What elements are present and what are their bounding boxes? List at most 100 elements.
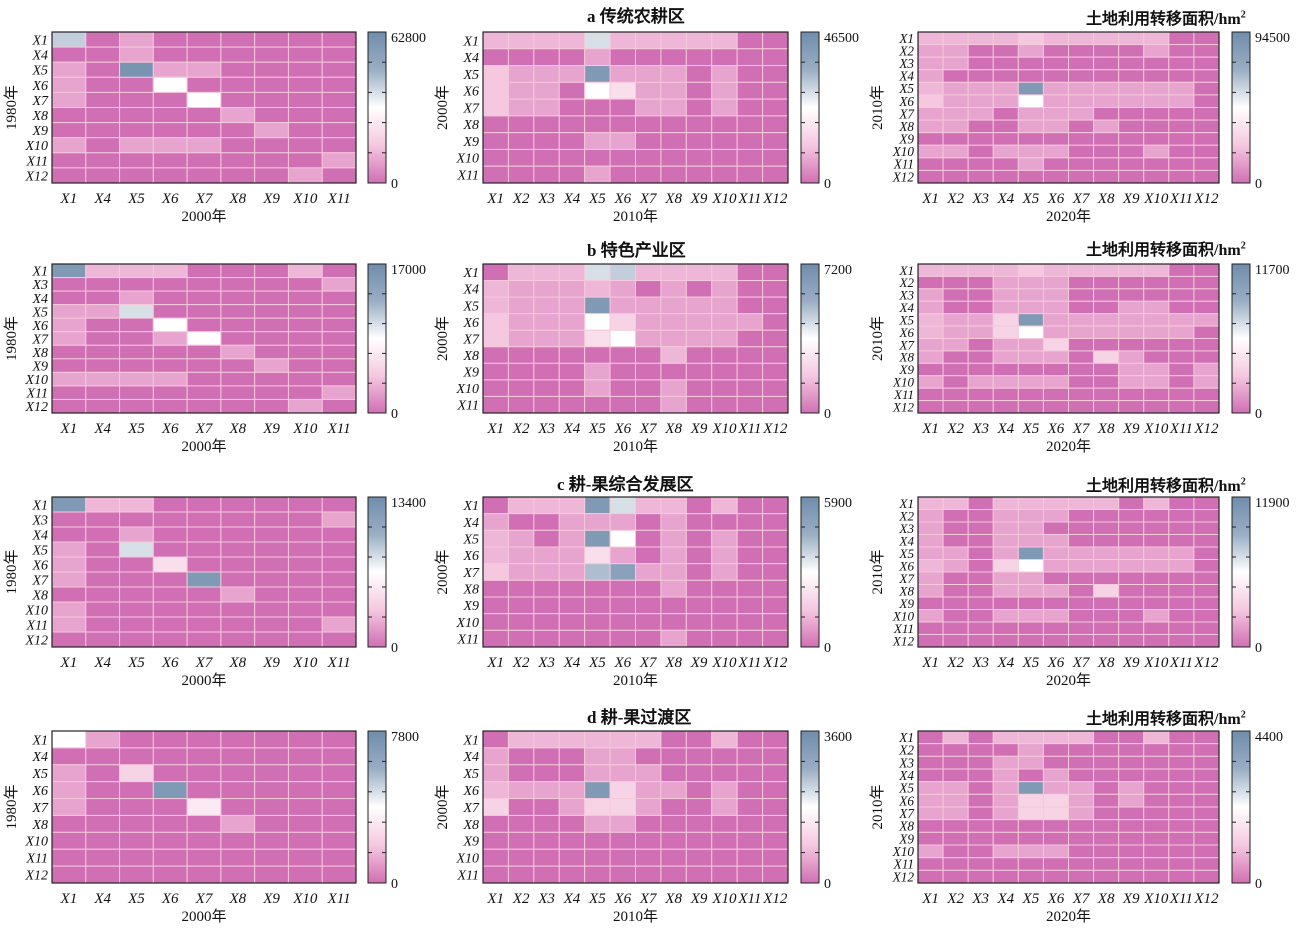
heatmap-cell: [558, 81, 586, 100]
heatmap-cell: [507, 48, 535, 67]
y-tick-label: X4: [899, 300, 915, 315]
colorbar-min-label: 0: [391, 877, 398, 892]
heatmap-cell: [186, 61, 222, 78]
heatmap-cell: [1093, 609, 1120, 623]
heatmap-cell: [1017, 857, 1044, 871]
heatmap-cell: [321, 831, 357, 850]
heatmap-cell: [220, 137, 256, 154]
heatmap-cell: [609, 798, 637, 816]
heatmap-cell: [992, 793, 1019, 808]
heatmap-cell: [992, 157, 1019, 171]
heatmap-cell: [254, 848, 289, 867]
heatmap-cell: [917, 362, 944, 377]
heatmap-cell: [254, 586, 289, 603]
heatmap-cell: [482, 814, 509, 833]
heatmap-cell: [660, 296, 687, 315]
y-tick-label: X2: [899, 275, 915, 290]
heatmap-cell: [1017, 375, 1044, 389]
heatmap-cell: [762, 313, 789, 331]
heatmap-cell: [1193, 559, 1220, 573]
heatmap-cell: [321, 814, 357, 833]
y-tick-label: X6: [899, 325, 915, 340]
heatmap-cell: [1168, 509, 1195, 523]
heatmap-cell: [1118, 559, 1145, 573]
x-tick-label: X9: [690, 421, 708, 437]
heatmap-cell: [321, 31, 357, 48]
heatmap-cell: [917, 609, 944, 623]
heatmap-cell: [1118, 69, 1145, 83]
heatmap-cell: [1143, 609, 1170, 623]
x-tick-label: X7: [639, 191, 658, 207]
heatmap-cell: [917, 338, 944, 352]
heatmap-cell: [186, 31, 222, 48]
heatmap-cell: [917, 781, 944, 795]
heatmap-cell: [1118, 743, 1145, 757]
heatmap-cell: [685, 346, 713, 364]
heatmap-cell: [1042, 300, 1070, 315]
heatmap-cell: [507, 579, 535, 598]
heatmap-cell: [635, 848, 662, 867]
heatmap-cell: [584, 395, 611, 414]
heatmap-cell: [533, 764, 560, 783]
heatmap-cell: [1168, 781, 1195, 795]
heatmap-cell: [51, 526, 87, 543]
heatmap-cell: [254, 798, 289, 816]
heatmap-cell: [119, 631, 154, 648]
heatmap-cell: [1093, 313, 1120, 327]
heatmap-cell: [1042, 157, 1070, 171]
heatmap-cell: [1042, 263, 1070, 277]
y-tick-label: X1: [462, 266, 479, 281]
heatmap-cell: [685, 81, 713, 100]
heatmap-cell: [152, 798, 188, 816]
heatmap-cell: [685, 730, 713, 749]
heatmap-cell: [482, 65, 509, 83]
heatmap-cell: [762, 132, 789, 150]
heatmap-cell: [1042, 857, 1070, 871]
heatmap-cell: [1068, 781, 1095, 795]
heatmap-cell: [967, 596, 994, 610]
heatmap-cell: [1093, 56, 1120, 71]
heatmap-cell: [736, 629, 764, 648]
heatmap-cell: [321, 371, 357, 387]
y-tick-label: X5: [31, 767, 48, 782]
heatmap-cell: [287, 398, 323, 414]
heatmap-cell: [1118, 325, 1145, 339]
heatmap-cell: [942, 793, 969, 808]
heatmap-cell: [186, 831, 222, 850]
heatmap-cell: [1068, 634, 1095, 648]
heatmap-cell: [635, 313, 662, 331]
heatmap-cell: [660, 496, 687, 515]
y-tick-label: X11: [25, 387, 48, 402]
heatmap-cell: [1093, 634, 1120, 648]
heatmap-cell: [152, 848, 188, 867]
heatmap-cell: [762, 165, 789, 184]
y-tick-label: X9: [462, 366, 479, 381]
heatmap-cell: [482, 48, 509, 67]
y-tick-label: X9: [462, 135, 479, 150]
heatmap-cell: [1143, 169, 1170, 184]
heatmap-cell: [119, 601, 154, 618]
heatmap-cell: [967, 806, 994, 821]
heatmap-cell: [711, 764, 738, 783]
heatmap-cell: [254, 781, 289, 800]
heatmap-cell: [85, 304, 121, 319]
heatmap-cell: [917, 94, 944, 108]
heatmap-cell: [1168, 288, 1195, 302]
heatmap-cell: [967, 521, 994, 535]
heatmap-cell: [736, 747, 764, 766]
heatmap-cell: [254, 631, 289, 648]
x-tick-label: X5: [588, 421, 606, 437]
y-tick-label: X5: [31, 543, 48, 558]
heatmap-cell: [942, 300, 969, 315]
colorbar-max-label: 62800: [391, 31, 426, 46]
heatmap-cell: [1068, 56, 1095, 71]
colorbar-min-label: 0: [391, 641, 398, 656]
colorbar-max-label: 11700: [1255, 263, 1289, 278]
y-tick-label: X10: [455, 152, 479, 167]
heatmap-cell: [533, 563, 560, 581]
heatmap-cell: [762, 730, 789, 749]
